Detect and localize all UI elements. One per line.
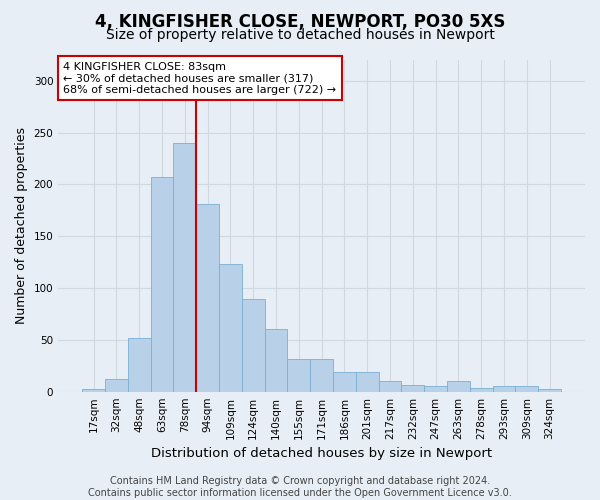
Bar (196, 204, 219, 392)
Bar (310, 358, 333, 392)
Bar (356, 372, 379, 392)
Bar (538, 388, 561, 392)
Bar (173, 143, 196, 392)
Bar (470, 388, 493, 392)
Y-axis label: Number of detached properties: Number of detached properties (15, 128, 28, 324)
Bar (401, 386, 424, 392)
Bar (333, 372, 356, 392)
Text: 4 KINGFISHER CLOSE: 83sqm
← 30% of detached houses are smaller (317)
68% of semi: 4 KINGFISHER CLOSE: 83sqm ← 30% of detac… (64, 62, 337, 95)
Bar (515, 386, 538, 392)
Bar (219, 264, 242, 392)
Bar (128, 338, 151, 392)
Bar (379, 382, 401, 392)
Text: 4, KINGFISHER CLOSE, NEWPORT, PO30 5XS: 4, KINGFISHER CLOSE, NEWPORT, PO30 5XS (95, 12, 505, 30)
Bar (265, 330, 287, 392)
Text: Size of property relative to detached houses in Newport: Size of property relative to detached ho… (106, 28, 494, 42)
Bar (287, 358, 310, 392)
X-axis label: Distribution of detached houses by size in Newport: Distribution of detached houses by size … (151, 447, 492, 460)
Bar (242, 300, 265, 392)
Bar (105, 379, 128, 392)
Bar (424, 386, 447, 392)
Bar (447, 382, 470, 392)
Text: Contains HM Land Registry data © Crown copyright and database right 2024.
Contai: Contains HM Land Registry data © Crown c… (88, 476, 512, 498)
Bar (151, 177, 173, 392)
Bar (82, 388, 105, 392)
Bar (493, 386, 515, 392)
